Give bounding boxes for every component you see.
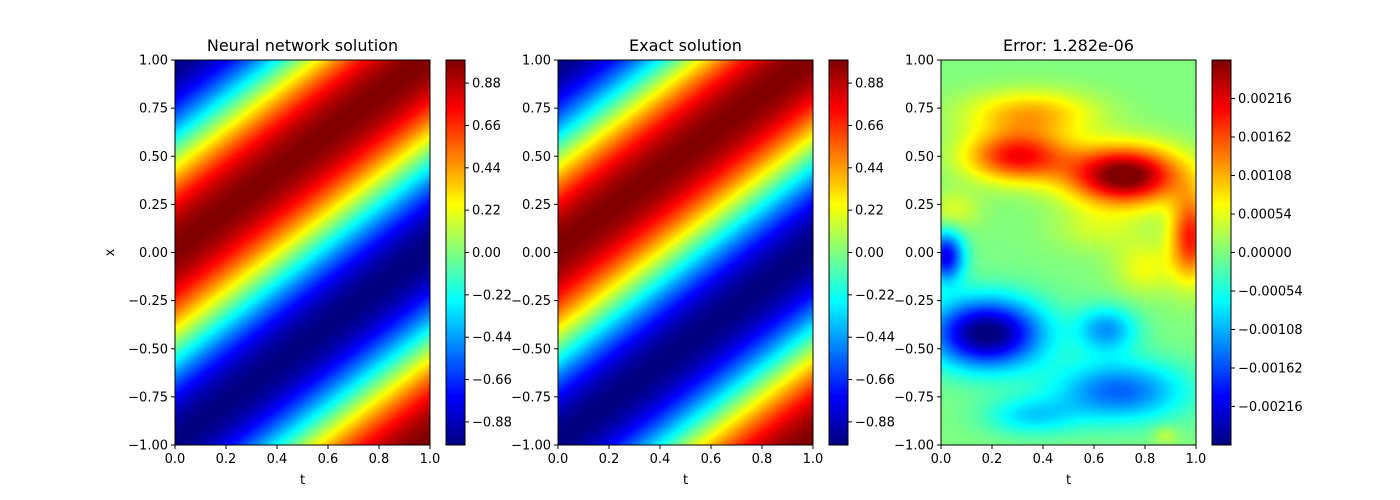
y-tick-label: 0.75 xyxy=(905,102,934,117)
x-tick-label: 1.0 xyxy=(1186,452,1207,467)
y-tick-label: −0.75 xyxy=(128,390,168,405)
colorbar-tick-label: 0.00162 xyxy=(1238,131,1292,146)
colorbar-tick-label: 0.00108 xyxy=(1238,169,1292,184)
x-tick-label: 0.2 xyxy=(216,452,237,467)
x-tick-label: 1.0 xyxy=(803,452,824,467)
heatmap-image xyxy=(175,60,430,445)
y-tick-label: −0.25 xyxy=(128,294,168,309)
colorbar-tick-label: 0.44 xyxy=(472,161,501,176)
colorbar-tick-label: −0.00162 xyxy=(1238,362,1303,377)
x-tick-label: 0.2 xyxy=(982,452,1003,467)
colorbar-tick-label: 0.66 xyxy=(472,119,501,134)
colorbar-tick-label: 0.00 xyxy=(855,246,884,261)
panel-3: Error: 1.282e-06 0.0 0.2 0.4 0.6 0.8 1.0 1.00 0.… xyxy=(894,36,1303,488)
x-axis-label: t xyxy=(1066,473,1071,488)
colorbar-tick-label: 0.00054 xyxy=(1238,208,1292,223)
colorbar-tick-label: −0.00054 xyxy=(1238,285,1303,300)
y-tick-label: −0.75 xyxy=(511,390,551,405)
colorbar-tick-label: 0.00 xyxy=(472,246,501,261)
y-tick-label: −1.00 xyxy=(894,439,934,454)
colorbar-tick-label: 0.88 xyxy=(472,77,501,92)
x-tick-label: 0.8 xyxy=(1135,452,1156,467)
x-tick-label: 0.0 xyxy=(548,452,569,467)
y-tick-label: 0.25 xyxy=(139,198,168,213)
y-tick-label: −0.50 xyxy=(128,342,168,357)
colorbar-tick-label: −0.44 xyxy=(472,331,512,346)
y-tick-label: 0.00 xyxy=(905,246,934,261)
colorbar-tick-label: 0.22 xyxy=(472,204,501,219)
x-tick-label: 0.4 xyxy=(1033,452,1054,467)
colorbar-tick-label: −0.22 xyxy=(855,288,895,303)
colorbar-tick-label: −0.00108 xyxy=(1238,323,1303,338)
heatmap-image xyxy=(558,60,813,445)
chart-title: Neural network solution xyxy=(207,36,398,55)
x-tick-label: 0.0 xyxy=(931,452,952,467)
y-tick-label: 1.00 xyxy=(522,54,551,69)
colorbar-tick-label: −0.66 xyxy=(855,373,895,388)
x-tick-label: 0.6 xyxy=(1084,452,1105,467)
y-tick-label: 1.00 xyxy=(139,54,168,69)
y-tick-label: −1.00 xyxy=(128,439,168,454)
colorbar-tick-label: 0.22 xyxy=(855,204,884,219)
y-tick-label: −0.50 xyxy=(894,342,934,357)
x-tick-label: 0.4 xyxy=(267,452,288,467)
colorbar-tick-label: −0.44 xyxy=(855,331,895,346)
x-tick-label: 0.8 xyxy=(369,452,390,467)
x-tick-label: 0.8 xyxy=(752,452,773,467)
x-axis-label: t xyxy=(683,473,688,488)
y-tick-label: 0.50 xyxy=(522,150,551,165)
y-tick-label: −0.50 xyxy=(511,342,551,357)
y-tick-label: 0.25 xyxy=(905,198,934,213)
y-tick-label: 0.75 xyxy=(139,102,168,117)
y-tick-label: 0.25 xyxy=(522,198,551,213)
x-axis-label: t xyxy=(300,473,305,488)
colorbar-tick-label: 0.88 xyxy=(855,77,884,92)
colorbar-tick-label: −0.00216 xyxy=(1238,400,1303,415)
colorbar xyxy=(446,60,465,445)
colorbar xyxy=(1212,60,1231,445)
colorbar-tick-label: 0.44 xyxy=(855,161,884,176)
x-tick-label: 0.0 xyxy=(165,452,186,467)
y-tick-label: 0.00 xyxy=(139,246,168,261)
x-tick-label: 0.6 xyxy=(701,452,722,467)
colorbar-tick-label: 0.66 xyxy=(855,119,884,134)
colorbar-tick-label: −0.22 xyxy=(472,288,512,303)
panel-1: Neural network solution 0.0 0.2 0.4 0.6 0.8 1.… xyxy=(103,36,512,488)
colorbar-tick-label: −0.88 xyxy=(855,415,895,430)
y-tick-label: −1.00 xyxy=(511,439,551,454)
y-tick-label: −0.75 xyxy=(894,390,934,405)
y-tick-label: −0.25 xyxy=(511,294,551,309)
colorbar xyxy=(829,60,848,445)
y-axis-label: x xyxy=(103,248,118,256)
y-tick-label: 0.50 xyxy=(905,150,934,165)
x-tick-label: 0.2 xyxy=(599,452,620,467)
colorbar-tick-label: 0.00216 xyxy=(1238,92,1292,107)
y-tick-label: 0.75 xyxy=(522,102,551,117)
colorbar-tick-label: 0.00000 xyxy=(1238,246,1292,261)
y-tick-label: −0.25 xyxy=(894,294,934,309)
y-tick-label: 1.00 xyxy=(905,54,934,69)
heatmap-image xyxy=(941,60,1196,445)
chart-title: Error: 1.282e-06 xyxy=(1003,36,1134,55)
colorbar-tick-label: −0.66 xyxy=(472,373,512,388)
y-tick-label: 0.00 xyxy=(522,246,551,261)
chart-title: Exact solution xyxy=(629,36,742,55)
y-tick-label: 0.50 xyxy=(139,150,168,165)
panel-2: Exact solution 0.0 0.2 0.4 0.6 0.8 1.0 1.00 0.75… xyxy=(511,36,895,488)
x-tick-label: 0.6 xyxy=(318,452,339,467)
colorbar-tick-label: −0.88 xyxy=(472,415,512,430)
x-tick-label: 0.4 xyxy=(650,452,671,467)
x-tick-label: 1.0 xyxy=(420,452,441,467)
